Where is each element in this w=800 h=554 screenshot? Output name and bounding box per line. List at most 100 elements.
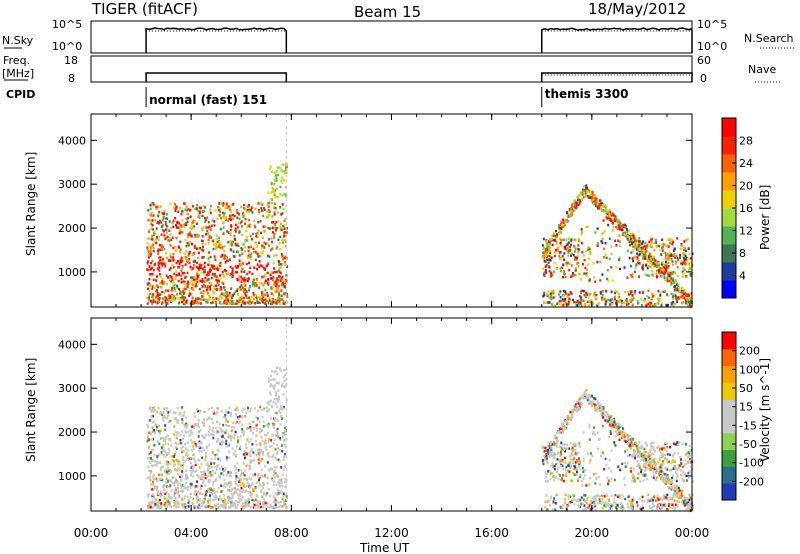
- echo-cell: [632, 241, 635, 244]
- echo-cell: [591, 432, 594, 436]
- echo-cell: [225, 419, 228, 423]
- echo-cell: [244, 278, 247, 282]
- echo-cell: [253, 506, 256, 510]
- echo-cell: [601, 232, 604, 235]
- echo-cell: [275, 279, 278, 282]
- echo-cell: [598, 406, 601, 409]
- echo-cell: [654, 262, 657, 265]
- echo-cell: [604, 241, 607, 245]
- echo-cell: [171, 299, 174, 302]
- echo-cell: [562, 272, 565, 275]
- echo-cell: [195, 265, 198, 269]
- echo-cell: [184, 459, 187, 463]
- echo-cell: [548, 469, 551, 473]
- echo-cell: [278, 298, 281, 301]
- y-tick-label: 2000: [58, 222, 86, 235]
- echo-cell: [201, 493, 204, 496]
- echo-cell: [157, 214, 160, 218]
- echo-cell: [286, 295, 289, 299]
- echo-cell: [599, 260, 602, 264]
- echo-cell: [149, 254, 152, 258]
- echo-cell: [148, 431, 151, 435]
- echo-cell: [163, 247, 166, 251]
- echo-cell: [187, 501, 190, 505]
- echo-cell: [185, 453, 188, 456]
- echo-cell: [282, 163, 285, 167]
- echo-cell: [564, 468, 567, 471]
- echo-cell: [222, 232, 225, 235]
- echo-cell: [218, 422, 221, 426]
- echo-cell: [280, 253, 283, 256]
- echo-cell: [601, 241, 604, 245]
- echo-cell: [638, 236, 641, 240]
- echo-cell: [193, 426, 196, 430]
- echo-cell: [177, 245, 180, 249]
- echo-cell: [601, 289, 604, 293]
- echo-cell: [193, 453, 196, 456]
- echo-cell: [596, 260, 599, 264]
- echo-cell: [147, 256, 150, 259]
- echo-cell: [595, 205, 598, 208]
- echo-cell: [565, 264, 568, 267]
- echo-cell: [163, 503, 166, 507]
- echo-cell: [284, 465, 287, 469]
- echo-cell: [210, 462, 213, 465]
- echo-cell: [193, 424, 196, 427]
- echo-cell: [165, 470, 168, 474]
- echo-cell: [157, 262, 160, 265]
- echo-cell: [174, 441, 177, 444]
- echo-cell: [181, 505, 184, 509]
- echo-cell: [211, 469, 214, 473]
- echo-cell: [219, 442, 222, 445]
- echo-cell: [284, 260, 287, 264]
- echo-cell: [268, 505, 271, 509]
- echo-cell: [674, 279, 677, 282]
- echo-cell: [551, 465, 554, 469]
- echo-cell: [546, 294, 549, 297]
- echo-cell: [213, 220, 216, 223]
- echo-cell: [240, 471, 243, 475]
- echo-cell: [284, 195, 287, 198]
- echo-cell: [666, 493, 669, 497]
- echo-cell: [217, 463, 220, 467]
- echo-cell: [274, 402, 277, 405]
- echo-cell: [620, 222, 623, 226]
- echo-cell: [170, 444, 173, 447]
- echo-cell: [650, 453, 653, 456]
- echo-cell: [162, 465, 165, 468]
- echo-cell: [633, 270, 636, 274]
- echo-cell: [626, 230, 629, 234]
- echo-cell: [175, 416, 178, 420]
- echo-cell: [279, 423, 282, 426]
- echo-cell: [573, 250, 576, 253]
- echo-cell: [281, 484, 284, 488]
- echo-cell: [250, 478, 253, 481]
- echo-cell: [247, 256, 250, 259]
- echo-cell: [230, 296, 233, 300]
- echo-cell: [151, 494, 154, 498]
- echo-cell: [186, 208, 189, 212]
- echo-cell: [618, 295, 621, 299]
- echo-cell: [167, 298, 170, 301]
- echo-cell: [618, 234, 621, 238]
- echo-cell: [266, 271, 269, 275]
- echo-cell: [197, 215, 200, 218]
- echo-cell: [174, 486, 177, 490]
- echo-cell: [666, 460, 669, 464]
- echo-cell: [240, 490, 243, 494]
- echo-cell: [229, 214, 232, 217]
- echo-cell: [150, 501, 153, 504]
- echo-cell: [587, 196, 590, 199]
- echo-cell: [647, 499, 650, 502]
- echo-cell: [244, 284, 247, 287]
- echo-cell: [275, 179, 278, 182]
- echo-cell: [614, 291, 617, 295]
- echo-cell: [603, 203, 606, 207]
- echo-cell: [605, 504, 608, 507]
- echo-cell: [679, 253, 682, 257]
- echo-cell: [278, 292, 281, 296]
- echo-cell: [260, 231, 263, 235]
- echo-cell: [615, 266, 618, 269]
- echo-cell: [205, 226, 208, 229]
